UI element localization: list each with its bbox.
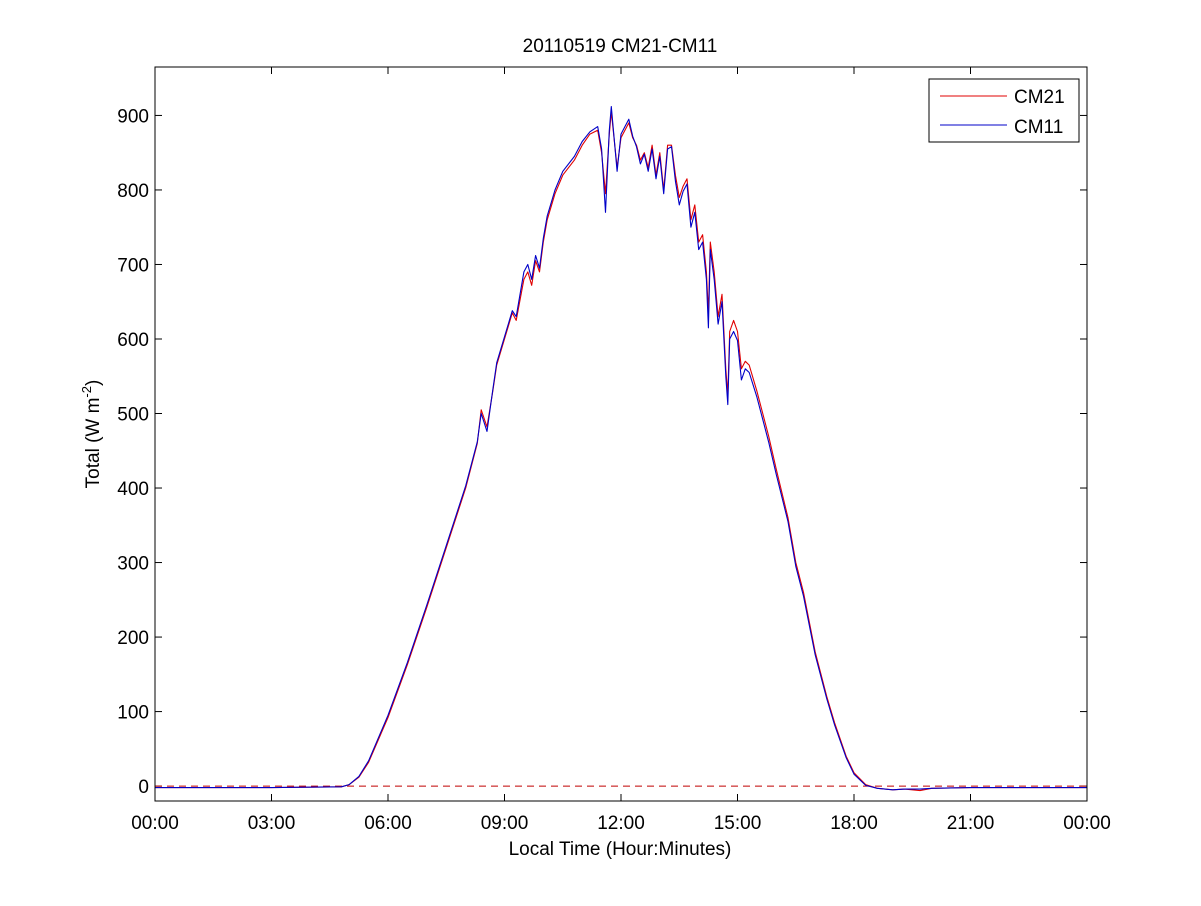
x-tick-label: 15:00 (714, 813, 762, 834)
y-tick-label: 100 (117, 703, 149, 724)
x-tick-label: 00:00 (131, 813, 179, 834)
chart-title: 20110519 CM21-CM11 (523, 36, 718, 57)
y-tick-label: 600 (117, 330, 149, 351)
legend-box (928, 78, 1080, 143)
x-axis: 00:00 03:00 06:00 09:00 12:00 15:00 18:00 21:00… (131, 67, 1111, 834)
series-line-cm11 (155, 105, 1087, 791)
plot-area (155, 67, 1087, 801)
y-tick-label: 200 (117, 628, 149, 649)
y-tick-label: 900 (117, 106, 149, 127)
x-tick-label: 06:00 (364, 813, 412, 834)
x-tick-label: 21:00 (947, 813, 995, 834)
x-tick-label: 00:00 (1063, 813, 1111, 834)
legend: CM21 CM11 (928, 78, 1080, 143)
y-tick-label: 300 (117, 554, 149, 575)
x-axis-label: Local Time (Hour:Minutes) (509, 839, 732, 860)
legend-label-cm11: CM11 (1014, 117, 1063, 138)
y-axis-label-main: Total (W m (83, 398, 104, 489)
series-line-cm21 (155, 111, 1087, 792)
y-tick-label: 0 (138, 777, 149, 798)
series-group (155, 105, 1087, 792)
y-tick-label: 400 (117, 479, 149, 500)
y-axis-label-superscript: -2 (79, 386, 94, 398)
x-tick-label: 03:00 (248, 813, 296, 834)
y-tick-label: 500 (117, 405, 149, 426)
plot-frame (154, 66, 1088, 802)
y-axis: 0 100 200 300 400 500 600 700 800 900 (117, 106, 1087, 798)
legend-label-cm21: CM21 (1014, 87, 1065, 108)
x-tick-label: 12:00 (597, 813, 645, 834)
x-tick-label: 18:00 (830, 813, 878, 834)
y-tick-label: 700 (117, 255, 149, 276)
y-tick-label: 800 (117, 181, 149, 202)
x-tick-label: 09:00 (481, 813, 529, 834)
y-axis-label-close: ) (83, 380, 104, 386)
y-axis-label: Total (W m-2) (79, 380, 104, 489)
